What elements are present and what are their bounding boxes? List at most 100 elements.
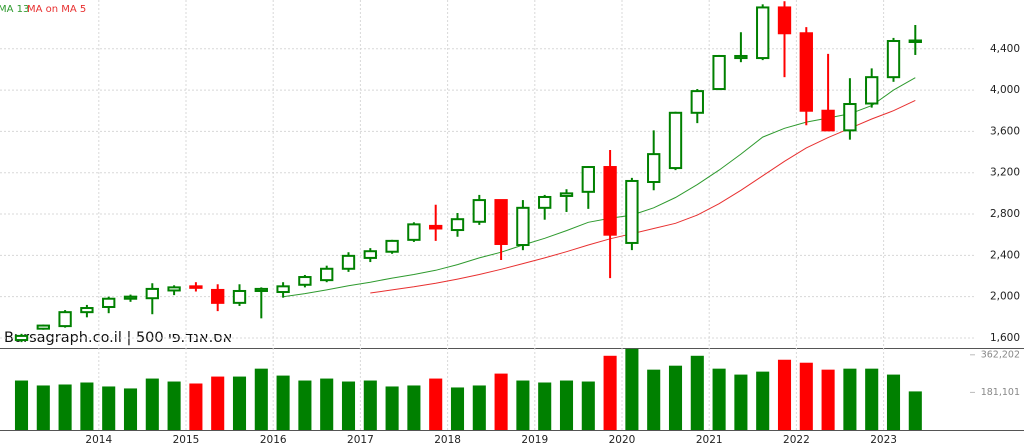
volume-bar xyxy=(559,380,574,430)
candle-body xyxy=(690,90,704,114)
volume-bar xyxy=(472,385,486,430)
ma-line xyxy=(283,77,916,298)
volume-bar xyxy=(232,376,247,430)
candle-body xyxy=(80,307,94,314)
x-tick-label: 2023 xyxy=(870,434,897,446)
volume-bar xyxy=(189,383,203,430)
volume-bar xyxy=(712,368,726,430)
volume-bar xyxy=(690,355,704,430)
volume-bar xyxy=(407,385,421,430)
candle-body xyxy=(298,276,312,286)
candle-body xyxy=(429,224,443,230)
volume-bar xyxy=(58,384,72,430)
volume-bar xyxy=(14,380,29,430)
y-tick-label: 2,000 xyxy=(990,291,1020,303)
candle-body xyxy=(472,199,486,223)
x-tick-label: 2020 xyxy=(609,434,636,446)
candle-body xyxy=(559,192,574,197)
candle-body xyxy=(843,103,857,132)
volume-bar xyxy=(254,368,268,430)
candle-body xyxy=(516,206,530,247)
volume-tick-label: 362,202 xyxy=(981,349,1020,360)
candle-body xyxy=(581,166,595,193)
candle-body xyxy=(276,285,290,294)
volume-bar xyxy=(843,368,857,430)
candle-body xyxy=(865,76,879,105)
candle-body xyxy=(123,295,138,300)
volume-bar xyxy=(865,368,879,430)
x-tick-label: 2021 xyxy=(696,434,723,446)
candle-body xyxy=(102,297,116,308)
volume-bar xyxy=(320,378,334,430)
volume-bar xyxy=(298,380,312,430)
volume-bar xyxy=(603,355,617,430)
candle-body xyxy=(385,239,399,253)
candle-body xyxy=(232,289,247,304)
candle-body xyxy=(886,40,901,79)
volume-bar xyxy=(385,386,399,430)
candle-body xyxy=(756,6,770,60)
ma-line xyxy=(370,99,916,294)
candle-body xyxy=(603,166,617,236)
x-tick-label: 2018 xyxy=(434,434,461,446)
volume-bar xyxy=(647,369,661,430)
candle-body xyxy=(668,111,683,170)
candle-body xyxy=(211,288,225,304)
volume-bar xyxy=(167,381,181,430)
volume-bar xyxy=(908,391,922,430)
volume-tick-label: 181,101 xyxy=(981,387,1020,398)
volume-bar xyxy=(341,381,356,430)
watermark: Bursagraph.co.il | 500 אס.אנד.פי xyxy=(4,330,232,346)
legend-entry: MA on MA 5 xyxy=(27,4,86,15)
candle-body xyxy=(145,287,159,300)
volume-bar xyxy=(80,382,94,430)
volume-bar xyxy=(538,382,552,430)
candle-body xyxy=(821,109,835,132)
volume-bar xyxy=(494,373,508,430)
candle-body xyxy=(450,218,465,232)
volume-bar xyxy=(276,375,290,430)
volume-bar xyxy=(886,374,901,430)
candle-body xyxy=(647,153,661,184)
x-tick-label: 2022 xyxy=(783,434,810,446)
candle-body xyxy=(407,223,421,241)
candle-body xyxy=(625,179,639,244)
volume-bar xyxy=(450,387,465,430)
x-tick-label: 2014 xyxy=(85,434,112,446)
candle-body xyxy=(341,254,356,270)
candle-body xyxy=(36,324,50,330)
volume-bar xyxy=(799,362,813,430)
y-tick-label: 2,800 xyxy=(990,208,1020,220)
candle-body xyxy=(777,6,792,35)
candle-body xyxy=(14,334,29,342)
volume-bar xyxy=(821,369,835,430)
volume-bar xyxy=(123,388,138,430)
y-tick-label: 4,000 xyxy=(990,84,1020,96)
candle-body xyxy=(734,54,748,60)
volume-bar xyxy=(777,359,792,430)
y-tick-label: 3,600 xyxy=(990,125,1020,137)
candle-body xyxy=(538,195,552,209)
candle-body xyxy=(712,54,726,91)
volume-bar xyxy=(625,348,639,430)
candle-body xyxy=(189,285,203,289)
y-tick-label: 1,600 xyxy=(990,332,1020,344)
volume-bar xyxy=(102,386,116,430)
volume-bar xyxy=(145,378,159,430)
candle-body xyxy=(320,267,334,282)
volume-bar xyxy=(516,380,530,430)
x-tick-label: 2016 xyxy=(260,434,287,446)
y-tick-label: 2,400 xyxy=(990,249,1020,261)
x-tick-label: 2017 xyxy=(347,434,374,446)
volume-bar xyxy=(734,374,748,430)
legend-entry: MA 13 xyxy=(0,4,29,15)
x-tick-label: 2019 xyxy=(521,434,548,446)
candle-body xyxy=(908,39,922,43)
volume-bar xyxy=(36,385,50,430)
volume-bar xyxy=(581,381,595,430)
volume-bar xyxy=(363,380,377,430)
volume-bar xyxy=(668,365,683,430)
candle-body xyxy=(254,287,268,292)
candle-body xyxy=(363,250,377,259)
